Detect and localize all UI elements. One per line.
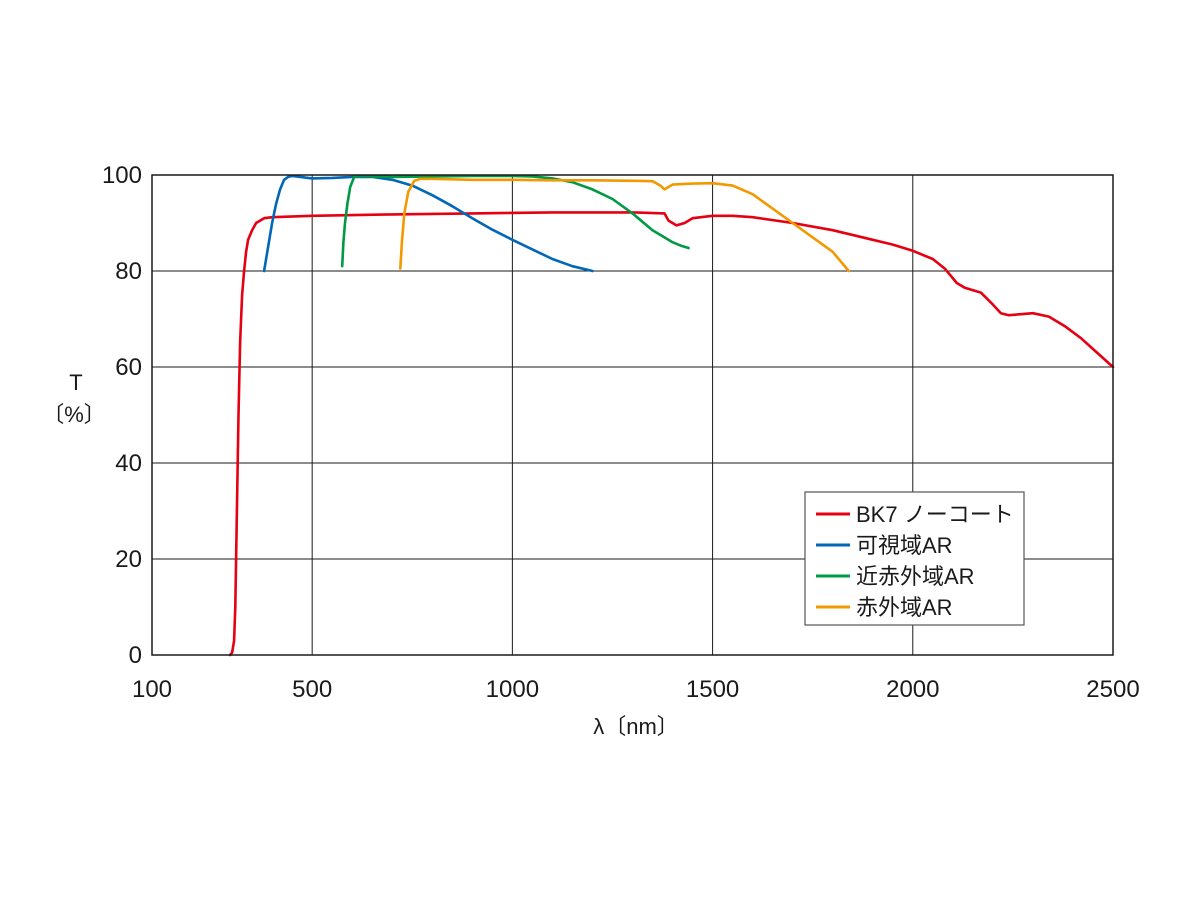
series-line: [340, 174, 690, 268]
y-tick-label: 60: [115, 354, 142, 381]
y-tick-label: 20: [115, 546, 142, 573]
tick-labels: 100 500 1000 1500 2000 2500 0 20 40 60 80 100: [102, 162, 1140, 703]
legend-label: 可視域AR: [856, 533, 953, 558]
legend-label: 近赤外域AR: [856, 564, 975, 589]
legend-label: BK7 ノーコート: [856, 502, 1014, 527]
series-line: [399, 177, 850, 273]
y-tick-label: 40: [115, 450, 142, 477]
y-axis-unit: 〔%〕: [42, 402, 106, 427]
x-tick-label: 2000: [886, 676, 939, 703]
plot-frame: [151, 174, 1114, 656]
y-axis-title: T: [69, 370, 82, 395]
x-tick-label: 100: [132, 676, 172, 703]
x-tick-label: 1000: [486, 676, 539, 703]
x-tick-label: 2500: [1086, 676, 1139, 703]
y-tick-label: 100: [102, 162, 142, 189]
x-axis-title: λ〔nm〕: [593, 714, 679, 739]
grid-lines: [152, 175, 1113, 655]
y-tick-label: 80: [115, 258, 142, 285]
x-tick-label: 500: [292, 676, 332, 703]
y-tick-label: 0: [129, 642, 142, 669]
x-tick-label: 1500: [686, 676, 739, 703]
series-lines: [228, 174, 1115, 657]
legend-label: 赤外域AR: [856, 595, 953, 620]
series-line: [228, 211, 1115, 657]
